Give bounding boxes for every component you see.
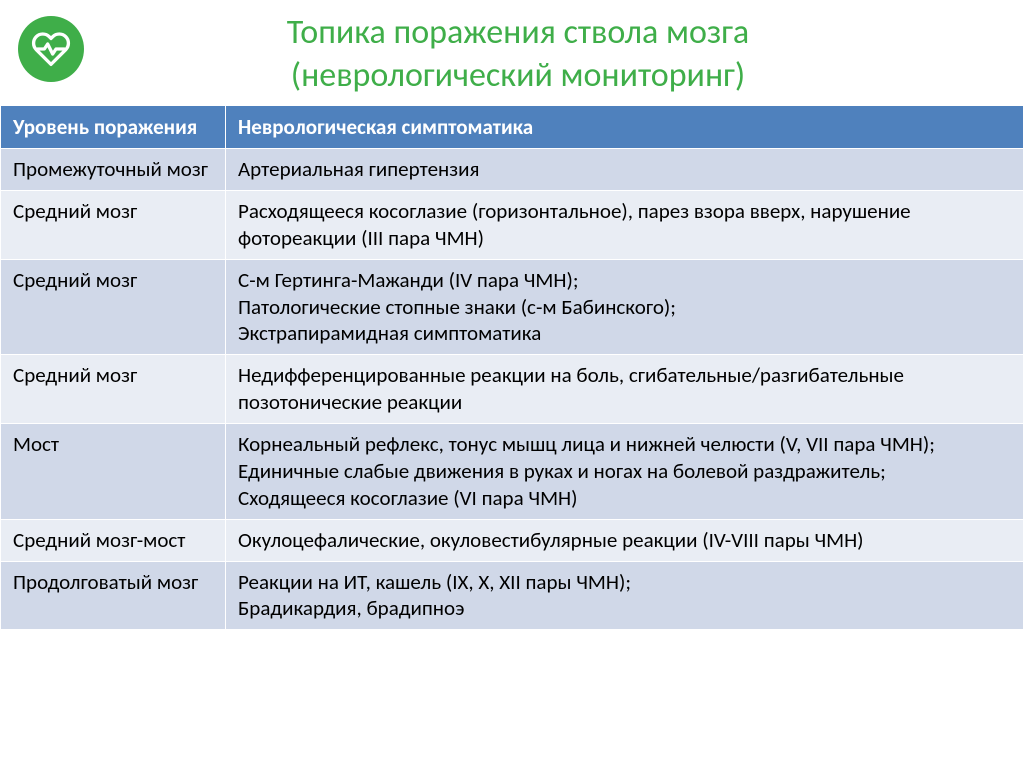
cell-symptoms: Расходящееся косоглазие (горизонтальное)…	[226, 190, 1024, 259]
table-row: Продолговатый мозгРеакции на ИТ, кашель …	[1, 561, 1024, 630]
cell-symptoms: С-м Гертинга-Мажанди (IV пара ЧМН); Пато…	[226, 259, 1024, 355]
table-header-row: Уровень поражения Неврологическая симпто…	[1, 106, 1024, 149]
table-row: Средний мозг-мостОкулоцефалические, окул…	[1, 519, 1024, 561]
cell-level: Средний мозг	[1, 190, 226, 259]
cell-symptoms: Реакции на ИТ, кашель (IX, X, XII пары Ч…	[226, 561, 1024, 630]
slide-title: Топика поражения ствола мозга (неврологи…	[100, 12, 1006, 97]
cell-level: Средний мозг-мост	[1, 519, 226, 561]
title-line-1: Топика поражения ствола мозга	[100, 12, 936, 55]
cell-level: Промежуточный мозг	[1, 149, 226, 191]
table-row: Промежуточный мозгАртериальная гипертенз…	[1, 149, 1024, 191]
cell-level: Средний мозг	[1, 259, 226, 355]
table-body: Промежуточный мозгАртериальная гипертенз…	[1, 149, 1024, 630]
title-line-2: (неврологический мониторинг)	[100, 55, 936, 98]
table-row: Средний мозгРасходящееся косоглазие (гор…	[1, 190, 1024, 259]
cell-symptoms: Корнеальный рефлекс, тонус мышц лица и н…	[226, 424, 1024, 520]
table-row: Средний мозгНедифференцированные реакции…	[1, 355, 1024, 424]
slide-header: Топика поражения ствола мозга (неврологи…	[0, 0, 1024, 105]
cell-level: Средний мозг	[1, 355, 226, 424]
col-header-symptoms: Неврологическая симптоматика	[226, 106, 1024, 149]
cell-level: Мост	[1, 424, 226, 520]
cell-symptoms: Недифференцированные реакции на боль, сг…	[226, 355, 1024, 424]
cell-level: Продолговатый мозг	[1, 561, 226, 630]
brainstem-lesion-table: Уровень поражения Неврологическая симпто…	[0, 105, 1024, 630]
cell-symptoms: Артериальная гипертензия	[226, 149, 1024, 191]
col-header-level: Уровень поражения	[1, 106, 226, 149]
cell-symptoms: Окулоцефалические, окуловестибулярные ре…	[226, 519, 1024, 561]
table-row: МостКорнеальный рефлекс, тонус мышц лица…	[1, 424, 1024, 520]
table-row: Средний мозгС-м Гертинга-Мажанди (IV пар…	[1, 259, 1024, 355]
heart-pulse-icon	[18, 16, 84, 82]
